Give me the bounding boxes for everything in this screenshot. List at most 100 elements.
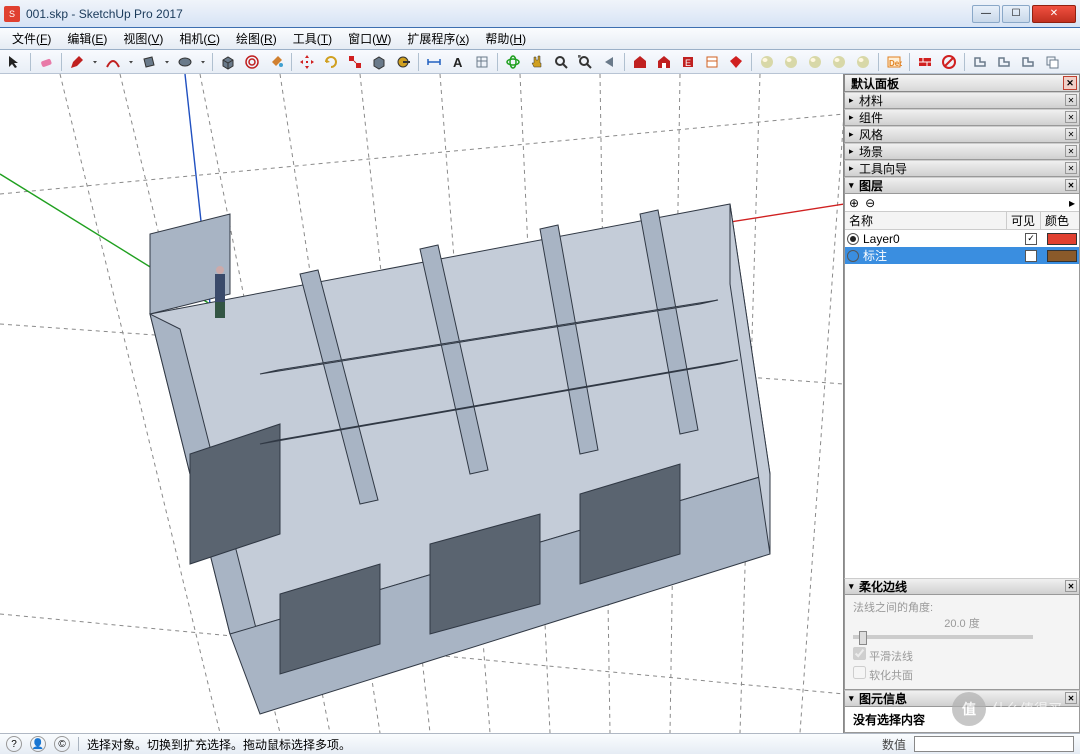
brick-tool[interactable] [914,52,936,72]
geo-icon[interactable]: 👤 [30,736,46,752]
shadow3[interactable] [804,52,826,72]
outliner-tool[interactable] [471,52,493,72]
panel-close-icon[interactable]: ✕ [1065,580,1077,592]
layer-color-swatch[interactable] [1047,250,1077,262]
followme-tool[interactable] [368,52,390,72]
zoom-tool[interactable] [550,52,572,72]
panel-close-icon[interactable]: ✕ [1065,179,1077,191]
help-icon[interactable]: ? [6,736,22,752]
layer-name: 标注 [863,247,1021,264]
orbit-tool[interactable] [502,52,524,72]
shadow5[interactable] [852,52,874,72]
dropdown-marker[interactable] [198,52,208,72]
scale-tool[interactable] [344,52,366,72]
col-visible[interactable]: 可见 [1007,212,1041,229]
menu-r[interactable]: 绘图(R) [228,28,285,49]
prev-tool[interactable] [598,52,620,72]
more1[interactable] [969,52,991,72]
shadow2[interactable] [780,52,802,72]
layout-tool[interactable] [701,52,723,72]
menu-h[interactable]: 帮助(H) [477,28,534,49]
close-button[interactable]: ✕ [1032,5,1076,23]
panel-close-icon[interactable]: ✕ [1065,111,1077,123]
layer-visible-checkbox[interactable] [1025,250,1037,262]
coplanar-checkbox[interactable] [853,666,866,679]
entity-header[interactable]: ▾ 图元信息 ✕ [844,690,1080,707]
circle-tool[interactable] [174,52,196,72]
pan-tool[interactable] [526,52,548,72]
noentry-tool[interactable] [938,52,960,72]
stack-tool[interactable] [1041,52,1063,72]
panel-close-icon[interactable]: ✕ [1065,145,1077,157]
entity-panel: 没有选择内容 [844,707,1080,733]
pencil-tool[interactable] [66,52,88,72]
layers-menu-icon[interactable]: ▸ [1069,196,1075,210]
soften-header[interactable]: ▾ 柔化边线 ✕ [844,578,1080,595]
dec-tool[interactable]: Dec [883,52,905,72]
layer-active-radio[interactable] [847,250,859,262]
move-tool[interactable] [296,52,318,72]
maximize-button[interactable]: ☐ [1002,5,1030,23]
dropdown-marker[interactable] [126,52,136,72]
menu-x[interactable]: 扩展程序(x) [399,28,477,49]
measure-input[interactable] [914,736,1074,752]
panel-header[interactable]: ▸组件✕ [844,109,1080,126]
panel-title: 组件 [859,109,883,126]
rotate-tool[interactable] [320,52,342,72]
layer-row[interactable]: Layer0✓ [845,230,1079,247]
panel-header[interactable]: ▸工具向导✕ [844,160,1080,177]
text-tool[interactable]: A [447,52,469,72]
tray-close-icon[interactable]: ✕ [1063,76,1077,90]
viewport[interactable] [0,74,844,733]
3dwh-tool[interactable] [653,52,675,72]
dim-tool[interactable] [423,52,445,72]
pushpull-tool[interactable] [217,52,239,72]
rect-tool[interactable] [138,52,160,72]
warehouse-tool[interactable] [629,52,651,72]
col-color[interactable]: 颜色 [1041,212,1079,229]
menu-e[interactable]: 编辑(E) [59,28,115,49]
collapse-icon: ▾ [849,581,859,592]
panel-close-icon[interactable]: ✕ [1065,94,1077,106]
add-layer-icon[interactable]: ⊕ [849,196,859,210]
angle-slider[interactable] [853,635,1033,639]
eraser-tool[interactable] [35,52,57,72]
col-name[interactable]: 名称 [845,212,1007,229]
ext-tool[interactable]: E [677,52,699,72]
panel-close-icon[interactable]: ✕ [1065,162,1077,174]
zoomext-tool[interactable] [574,52,596,72]
dropdown-marker[interactable] [90,52,100,72]
menu-t[interactable]: 工具(T) [285,28,340,49]
remove-layer-icon[interactable]: ⊖ [865,196,875,210]
shadow4[interactable] [828,52,850,72]
layers-header[interactable]: ▾ 图层 ✕ [844,177,1080,194]
tray-header[interactable]: 默认面板 ✕ [844,74,1080,92]
panel-close-icon[interactable]: ✕ [1065,692,1077,704]
shadow1[interactable] [756,52,778,72]
menu-w[interactable]: 窗口(W) [340,28,399,49]
tape-tool[interactable] [392,52,414,72]
menu-f[interactable]: 文件(F) [4,28,59,49]
more2[interactable] [993,52,1015,72]
paint-tool[interactable] [265,52,287,72]
panel-header[interactable]: ▸风格✕ [844,126,1080,143]
layer-color-swatch[interactable] [1047,233,1077,245]
offset-tool[interactable] [241,52,263,72]
arc-tool[interactable] [102,52,124,72]
select-tool[interactable] [4,52,26,72]
credits-icon[interactable]: © [54,736,70,752]
layer-active-radio[interactable] [847,233,859,245]
panel-header[interactable]: ▸场景✕ [844,143,1080,160]
more3[interactable] [1017,52,1039,72]
layer-row[interactable]: 标注 [845,247,1079,264]
ruby-tool[interactable] [725,52,747,72]
layer-visible-checkbox[interactable]: ✓ [1025,233,1037,245]
minimize-button[interactable]: — [972,5,1000,23]
dropdown-marker[interactable] [162,52,172,72]
soften-title: 柔化边线 [859,578,907,595]
smooth-checkbox[interactable] [853,647,866,660]
menu-c[interactable]: 相机(C) [171,28,228,49]
panel-header[interactable]: ▸材料✕ [844,92,1080,109]
menu-v[interactable]: 视图(V) [115,28,171,49]
panel-close-icon[interactable]: ✕ [1065,128,1077,140]
